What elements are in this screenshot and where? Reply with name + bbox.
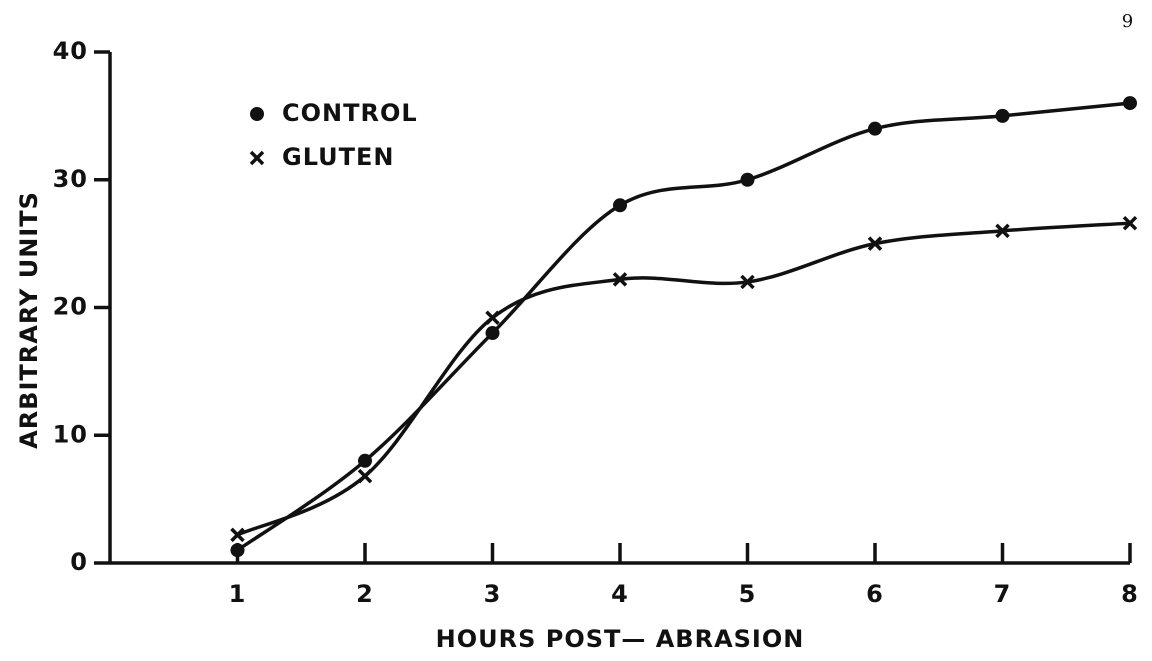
x-tick-label: 1: [229, 580, 247, 608]
point: [230, 527, 245, 543]
point: [1122, 215, 1138, 231]
y-axis-label: ARBITRARY UNITS: [15, 191, 43, 449]
point: [485, 310, 500, 325]
point: [357, 468, 373, 484]
point: [1123, 96, 1137, 111]
fit-curve: [236, 221, 1131, 537]
point: [740, 172, 755, 187]
y-tick-label: 0: [70, 548, 88, 576]
x-tick-label: 6: [866, 580, 884, 608]
point: [995, 223, 1010, 239]
point: [485, 326, 500, 341]
x-axis-label: HOURS POST— ABRASION: [436, 625, 805, 653]
x-tick-label: 5: [739, 580, 757, 608]
page-number: 9: [1122, 11, 1134, 32]
legend-marker: [249, 150, 265, 166]
point: [230, 543, 245, 558]
point: [868, 121, 882, 136]
y-tick-label: 10: [53, 420, 88, 448]
y-tick-label: 40: [53, 37, 88, 65]
point: [358, 453, 372, 468]
x-tick-label: 4: [611, 580, 629, 608]
point: [995, 108, 1010, 123]
x-tick-label: 7: [994, 580, 1012, 608]
point: [867, 236, 883, 251]
legend-label: GLUTEN: [282, 143, 394, 171]
point: [612, 272, 628, 287]
legend-marker: [250, 107, 264, 121]
legend-label: CONTROL: [282, 99, 418, 127]
x-tick-label: 8: [1121, 580, 1139, 608]
point: [613, 198, 627, 213]
x-tick-label: 3: [484, 580, 502, 608]
y-tick-label: 30: [53, 165, 88, 193]
point: [740, 274, 755, 290]
y-tick-label: 20: [53, 293, 88, 321]
fit-curve: [236, 101, 1131, 552]
x-tick-label: 2: [356, 580, 374, 608]
